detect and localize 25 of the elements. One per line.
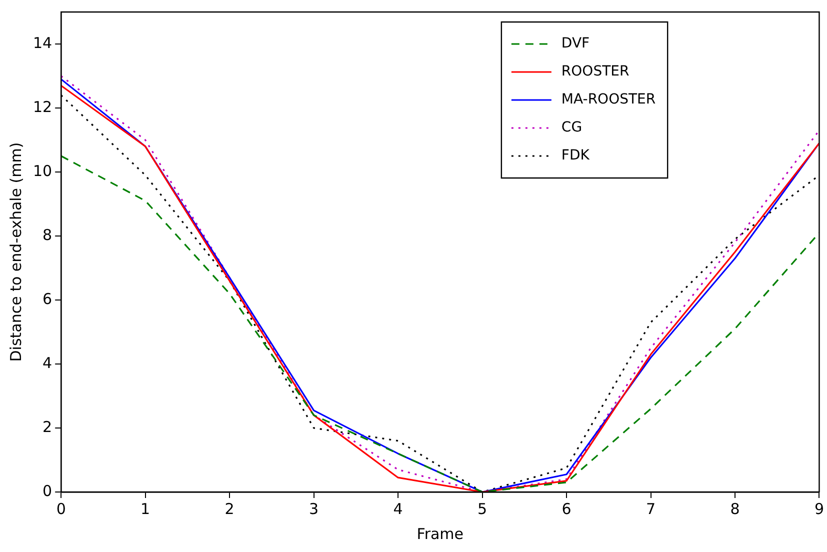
x-tick-label: 6 — [562, 500, 572, 518]
legend-label: MA-ROOSTER — [561, 92, 656, 108]
legend-label: CG — [561, 120, 582, 136]
y-tick-label: 2 — [42, 418, 52, 436]
x-tick-label: 0 — [56, 500, 66, 518]
x-tick-label: 7 — [646, 500, 656, 518]
x-tick-label: 5 — [478, 500, 488, 518]
x-tick-label: 1 — [140, 500, 150, 518]
x-tick-label: 3 — [309, 500, 319, 518]
y-tick-label: 14 — [32, 34, 52, 52]
x-tick-label: 2 — [224, 500, 234, 518]
y-tick-label: 6 — [42, 290, 52, 308]
y-tick-label: 4 — [42, 354, 52, 372]
y-tick-label: 8 — [42, 226, 52, 244]
x-tick-label: 9 — [814, 500, 824, 518]
legend-label: DVF — [561, 36, 590, 52]
y-axis-title: Distance to end-exhale (mm) — [6, 142, 25, 362]
y-tick-label: 10 — [32, 162, 52, 180]
x-tick-label: 4 — [393, 500, 403, 518]
legend-label: ROOSTER — [561, 64, 630, 80]
y-tick-label: 12 — [32, 98, 52, 116]
x-tick-label: 8 — [730, 500, 740, 518]
legend-label: FDK — [561, 148, 590, 164]
x-axis-title: Frame — [416, 524, 464, 543]
y-tick-label: 0 — [42, 482, 52, 500]
